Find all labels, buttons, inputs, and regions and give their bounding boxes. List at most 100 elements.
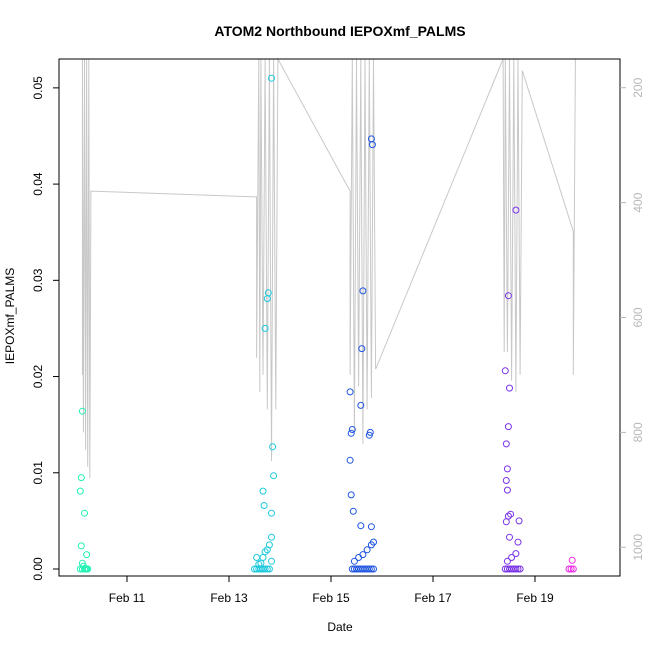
data-point [515, 517, 523, 525]
data-point [569, 565, 577, 573]
data-point [503, 557, 511, 565]
data-point [255, 560, 263, 568]
data-point [504, 423, 512, 431]
data-point [504, 512, 512, 520]
y-axis-label: IEPOXmf_PALMS [3, 268, 17, 364]
x-tick-label: Feb 17 [414, 591, 452, 605]
data-point [502, 477, 510, 484]
data-point [507, 510, 515, 518]
y2-tick-label: 600 [631, 307, 645, 327]
data-point [265, 565, 273, 573]
data-point [350, 557, 358, 565]
data-point [78, 407, 86, 415]
data-point [568, 556, 576, 564]
data-point [264, 289, 272, 297]
x-axis: Feb 11 Feb 13 Feb 15 Feb 17 Feb 19 [109, 576, 554, 605]
data-point [261, 324, 269, 332]
x-axis-label: Date [327, 620, 353, 634]
data-point [506, 533, 513, 541]
data-point [253, 554, 261, 561]
y-tick-label: 0.00 [31, 557, 45, 581]
data-point [260, 502, 268, 509]
y2-tick-label: 800 [631, 422, 645, 442]
data-point [268, 74, 275, 82]
data-point [503, 465, 511, 473]
data-point [269, 443, 277, 451]
data-point [78, 559, 86, 567]
data-point [268, 557, 275, 565]
data-point [357, 522, 365, 530]
y-tick-label: 0.05 [31, 76, 45, 100]
data-point [512, 550, 520, 558]
data-point [370, 565, 377, 573]
data-point [270, 472, 278, 480]
plot-frame [58, 58, 621, 577]
x-tick-label: Feb 15 [312, 591, 350, 605]
y2-tick-label: 1000 [631, 534, 645, 561]
data-point [347, 429, 355, 437]
data-point [504, 292, 512, 300]
data-point [346, 388, 354, 396]
data-point [263, 565, 271, 573]
data-point [268, 533, 275, 541]
data-point [363, 546, 371, 554]
data-point [367, 565, 375, 573]
x-tick-label: Feb 13 [210, 591, 248, 605]
data-point [366, 428, 374, 436]
altitude-layer [81, 57, 576, 479]
data-point [370, 538, 377, 546]
data-point [355, 554, 363, 561]
data-point [76, 487, 84, 495]
data-point [261, 565, 269, 573]
data-point [357, 401, 365, 409]
data-point [506, 384, 513, 392]
data-point [348, 426, 356, 433]
data-point [79, 562, 87, 570]
data-point [259, 487, 267, 495]
data-point [77, 542, 85, 550]
altitude-line [81, 57, 576, 479]
data-point [365, 565, 373, 573]
data-point [512, 206, 520, 214]
x-tick-label: Feb 11 [109, 591, 146, 605]
y-tick-label: 0.03 [31, 268, 45, 292]
data-point [367, 523, 375, 531]
data-point [265, 541, 273, 549]
y-tick-label: 0.02 [31, 365, 45, 389]
x-tick-label: Feb 19 [516, 591, 554, 605]
data-point [263, 295, 271, 303]
y-tick-label: 0.04 [31, 172, 45, 196]
data-point [81, 509, 88, 517]
data-point [502, 518, 510, 526]
data-point [502, 440, 510, 448]
points-layer [76, 74, 577, 573]
data-point [367, 135, 375, 143]
chart-title: ATOM2 Northbound IEPOXmf_PALMS [214, 23, 465, 39]
y-tick-label: 0.01 [31, 461, 45, 485]
secondary-y-axis: 200 400 600 800 1000 [620, 77, 645, 561]
data-point [77, 474, 85, 482]
data-point [347, 491, 355, 499]
data-point [512, 565, 520, 573]
data-point [346, 456, 354, 464]
data-point [268, 509, 275, 517]
data-point [359, 287, 367, 295]
data-point [514, 538, 522, 546]
data-point [508, 554, 516, 561]
data-point [358, 345, 366, 353]
data-point [503, 486, 511, 494]
data-point [83, 551, 91, 559]
y2-tick-label: 200 [631, 77, 645, 97]
data-point [259, 554, 267, 561]
data-point [516, 565, 524, 573]
data-point [565, 565, 573, 573]
data-point [501, 367, 509, 375]
y2-tick-label: 400 [631, 192, 645, 212]
data-point [261, 548, 269, 556]
data-point [349, 507, 357, 515]
data-point [359, 551, 367, 559]
data-point [514, 565, 522, 573]
y-axis: 0.00 0.01 0.02 0.03 0.04 0.05 [31, 76, 59, 581]
data-point [567, 565, 575, 573]
